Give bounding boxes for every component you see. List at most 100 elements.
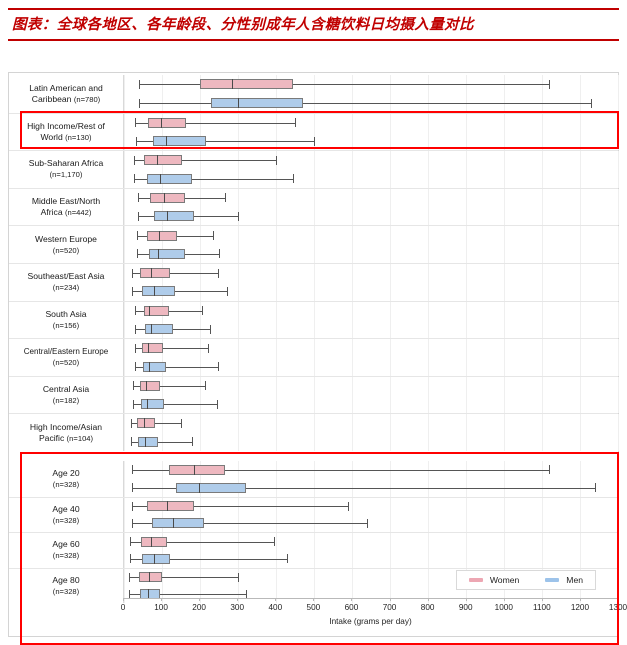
gridline [618,497,619,532]
box-iqr [176,482,246,493]
boxplot-men [124,245,618,263]
boxplot-women [124,533,618,550]
whisker-cap-max [293,174,295,184]
box-iqr [210,98,303,109]
x-axis-tick-label: 900 [458,603,473,612]
boxplot-women-glyph [124,339,618,357]
whisker-line [130,423,181,425]
boxplot-women [124,461,618,479]
boxplot-women-glyph [124,75,618,94]
median-line [144,436,146,447]
row-label-count: (n=328) [52,515,80,525]
x-axis-tick [541,598,543,601]
x-axis-tick [161,598,163,601]
whisker-cap-max [209,324,211,334]
row-label-primary: Age 80 [52,574,80,585]
x-axis-tick [427,598,429,601]
legend-swatch-men [545,578,560,582]
legend-label-men: Men [566,575,583,585]
row-label-primary: Western Europe [35,233,97,244]
row-label: High Income/Asian Pacific (n=104) [9,414,123,451]
legend-label-women: Women [489,575,520,585]
whisker-cap-min [130,537,132,547]
box-iqr [144,324,174,334]
row-label: Central Asia (n=182) [9,377,123,414]
whisker-cap-max [276,155,277,165]
row-label-primary: Sub-Saharan Africa [28,158,104,169]
chart-row: Age 40 (n=328) [9,496,619,532]
whisker-cap-max [181,418,182,428]
gridline [618,461,619,497]
row-label-count: (n=328) [52,479,80,489]
row-label-primary: Central Asia [42,384,90,395]
row-label-primary: Age 40 [52,503,80,514]
whisker-line [139,103,591,105]
whisker-line [133,385,205,387]
whisker-line [132,273,219,275]
box-iqr [142,343,163,354]
whisker-cap-max [595,483,597,493]
boxplot-men [124,357,618,375]
boxplot-men [124,132,618,150]
whisker-cap-max [548,79,550,89]
row-label: Age 60 (n=328) [9,533,123,568]
x-axis-tick-label: 1000 [494,603,513,612]
whisker-cap-min [134,362,136,372]
boxplot-women-glyph [124,226,618,244]
boxplot-men-glyph [124,357,618,375]
boxplot-women-glyph [124,461,618,479]
median-line [151,324,153,334]
row-plot-area [123,113,619,151]
whisker-cap-min [134,343,136,353]
box-iqr [143,361,166,372]
boxplot-women-glyph [124,569,618,586]
x-axis-tick-label: 0 [120,603,126,612]
box-iqr [147,117,186,128]
boxplot-men [124,169,618,187]
x-axis-tick [275,598,277,601]
whisker-cap-max [548,465,550,475]
boxplot-women-glyph [124,377,618,395]
x-axis-tick-label: 600 [344,603,359,612]
median-line [232,79,234,90]
median-line [160,173,162,184]
x-axis-tick-label: 1100 [533,603,551,612]
row-label-secondary: Africa (n=442) [40,207,92,218]
whisker-cap-min [131,518,133,528]
box-iqr [149,192,185,203]
whisker-cap-min [133,381,135,391]
x-axis-tick [465,598,467,601]
row-label: Latin American and Caribbean (n=780) [9,75,123,113]
boxplot-women-glyph [124,264,618,282]
boxplot-women [124,569,618,586]
boxplot-men [124,320,618,338]
row-label: South Asia (n=156) [9,302,123,339]
whisker-cap-min [135,324,137,334]
median-line [147,343,149,354]
median-line [166,211,168,222]
whisker-line [130,441,193,443]
boxplot-women [124,151,618,169]
chart-row: Central Asia (n=182) [9,375,619,414]
median-line [160,117,162,128]
whisker-cap-max [217,399,219,409]
boxplot-men-glyph [124,515,618,532]
whisker-line [129,577,238,579]
chart-legend: Women Men [455,570,596,590]
row-label-secondary: Pacific (n=104) [38,432,94,443]
chart-row: High Income/Rest of World (n=130) [9,112,619,151]
whisker-line [130,558,288,560]
median-line [163,192,165,203]
whisker-cap-min [132,465,134,475]
whisker-cap-max [287,554,289,564]
whisker-line [139,84,549,86]
boxplot-men-glyph [124,94,618,113]
whisker-cap-max [590,98,592,108]
chart-row: South Asia (n=156) [9,300,619,339]
x-axis-tick [503,598,505,601]
whisker-line [134,366,219,368]
box-iqr [140,536,167,547]
x-axis-tick-label: 100 [154,603,168,612]
whisker-cap-max [213,231,215,241]
gridline [618,113,619,151]
